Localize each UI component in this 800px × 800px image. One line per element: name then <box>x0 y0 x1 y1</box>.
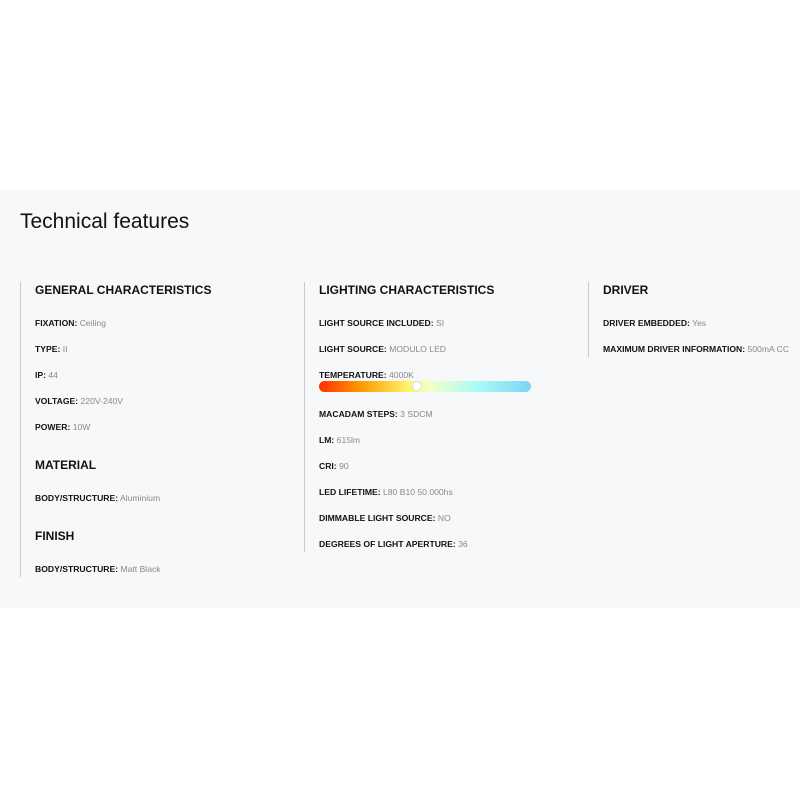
feature-value: Yes <box>692 318 707 328</box>
feature-item: LIGHT SOURCE: MODULO LED <box>319 343 531 369</box>
temperature-indicator <box>411 381 422 391</box>
feature-item: CRI: 90 <box>319 460 531 486</box>
feature-group: GENERAL CHARACTERISTICS FIXATION: Ceiling… <box>35 282 211 457</box>
feature-group: LIGHTING CHARACTERISTICS LIGHT SOURCE INC… <box>319 282 531 552</box>
features-column: GENERAL CHARACTERISTICS FIXATION: Ceiling… <box>20 282 211 577</box>
feature-value: MODULO LED <box>389 344 447 354</box>
feature-label: DRIVER EMBEDDED: <box>603 318 690 328</box>
feature-group: MATERIAL BODY/STRUCTURE: Aluminium <box>35 457 211 528</box>
feature-label: FIXATION: <box>35 318 78 328</box>
feature-item: BODY/STRUCTURE: Matt Black <box>35 563 211 577</box>
group-heading: LIGHTING CHARACTERISTICS <box>319 283 495 297</box>
feature-item: LM: 615lm <box>319 434 531 460</box>
feature-item: LIGHT SOURCE INCLUDED: SI <box>319 317 531 343</box>
feature-item: DRIVER EMBEDDED: Yes <box>603 317 789 343</box>
feature-item: LED LIFETIME: L80 B10 50.000hs <box>319 486 531 512</box>
feature-item: MAXIMUM DRIVER INFORMATION: 500mA CC <box>603 343 789 357</box>
technical-features-section: Technical features GENERAL CHARACTERISTI… <box>0 190 800 608</box>
group-heading: DRIVER <box>603 283 649 297</box>
feature-value: 44 <box>48 370 58 380</box>
temperature-scale-bar <box>319 381 531 392</box>
feature-item: FIXATION: Ceiling <box>35 317 211 343</box>
group-heading: FINISH <box>35 529 75 543</box>
feature-value: Matt Black <box>120 564 161 574</box>
feature-item: BODY/STRUCTURE: Aluminium <box>35 492 211 518</box>
feature-item: IP: 44 <box>35 369 211 395</box>
feature-value: 10W <box>72 422 91 432</box>
feature-item: VOLTAGE: 220V-240V <box>35 395 211 421</box>
feature-item: DIMMABLE LIGHT SOURCE: NO <box>319 512 531 538</box>
feature-value: 90 <box>339 461 349 471</box>
feature-label: LIGHT SOURCE: <box>319 344 387 354</box>
feature-value: SI <box>435 318 445 328</box>
feature-label: BODY/STRUCTURE: <box>35 564 119 574</box>
feature-value: Aluminium <box>120 493 161 503</box>
feature-label: DIMMABLE LIGHT SOURCE: <box>319 513 436 523</box>
group-heading: MATERIAL <box>35 458 97 472</box>
feature-label: TYPE: <box>35 344 61 354</box>
feature-value: 220V-240V <box>80 396 124 406</box>
feature-label: DEGREES OF LIGHT APERTURE: <box>319 539 456 549</box>
feature-group: FINISH BODY/STRUCTURE: Matt Black <box>35 528 211 577</box>
feature-item: TEMPERATURE: 4000K <box>319 369 531 383</box>
feature-value: 500mA CC <box>747 344 790 354</box>
features-column: LIGHTING CHARACTERISTICS LIGHT SOURCE INC… <box>304 282 531 552</box>
feature-item: DEGREES OF LIGHT APERTURE: 36 <box>319 538 531 552</box>
feature-label: BODY/STRUCTURE: <box>35 493 119 503</box>
feature-label: MAXIMUM DRIVER INFORMATION: <box>603 344 746 354</box>
group-heading: GENERAL CHARACTERISTICS <box>35 283 212 297</box>
feature-label: VOLTAGE: <box>35 396 79 406</box>
feature-label: TEMPERATURE: <box>319 370 387 380</box>
feature-label: CRI: <box>319 461 337 471</box>
feature-group: DRIVER DRIVER EMBEDDED: Yes MAXIMUM DRIVER… <box>603 282 789 357</box>
feature-label: LIGHT SOURCE INCLUDED: <box>319 318 434 328</box>
feature-value: L80 B10 50.000hs <box>382 487 453 497</box>
feature-label: MACADAM STEPS: <box>319 409 398 419</box>
feature-item: POWER: 10W <box>35 421 211 447</box>
feature-item: MACADAM STEPS: 3 SDCM <box>319 408 531 434</box>
feature-value: 615lm <box>336 435 361 445</box>
feature-item: TYPE: II <box>35 343 211 369</box>
feature-value: NO <box>437 513 451 523</box>
feature-label: LM: <box>319 435 335 445</box>
feature-value: 36 <box>458 539 468 549</box>
section-title: Technical features <box>20 210 190 233</box>
feature-value: 3 SDCM <box>400 409 433 419</box>
feature-value: II <box>62 344 68 354</box>
feature-value: 4000K <box>389 370 414 380</box>
features-column: DRIVER DRIVER EMBEDDED: Yes MAXIMUM DRIVER… <box>588 282 789 357</box>
feature-label: LED LIFETIME: <box>319 487 381 497</box>
feature-label: POWER: <box>35 422 71 432</box>
feature-value: Ceiling <box>79 318 106 328</box>
feature-label: IP: <box>35 370 46 380</box>
